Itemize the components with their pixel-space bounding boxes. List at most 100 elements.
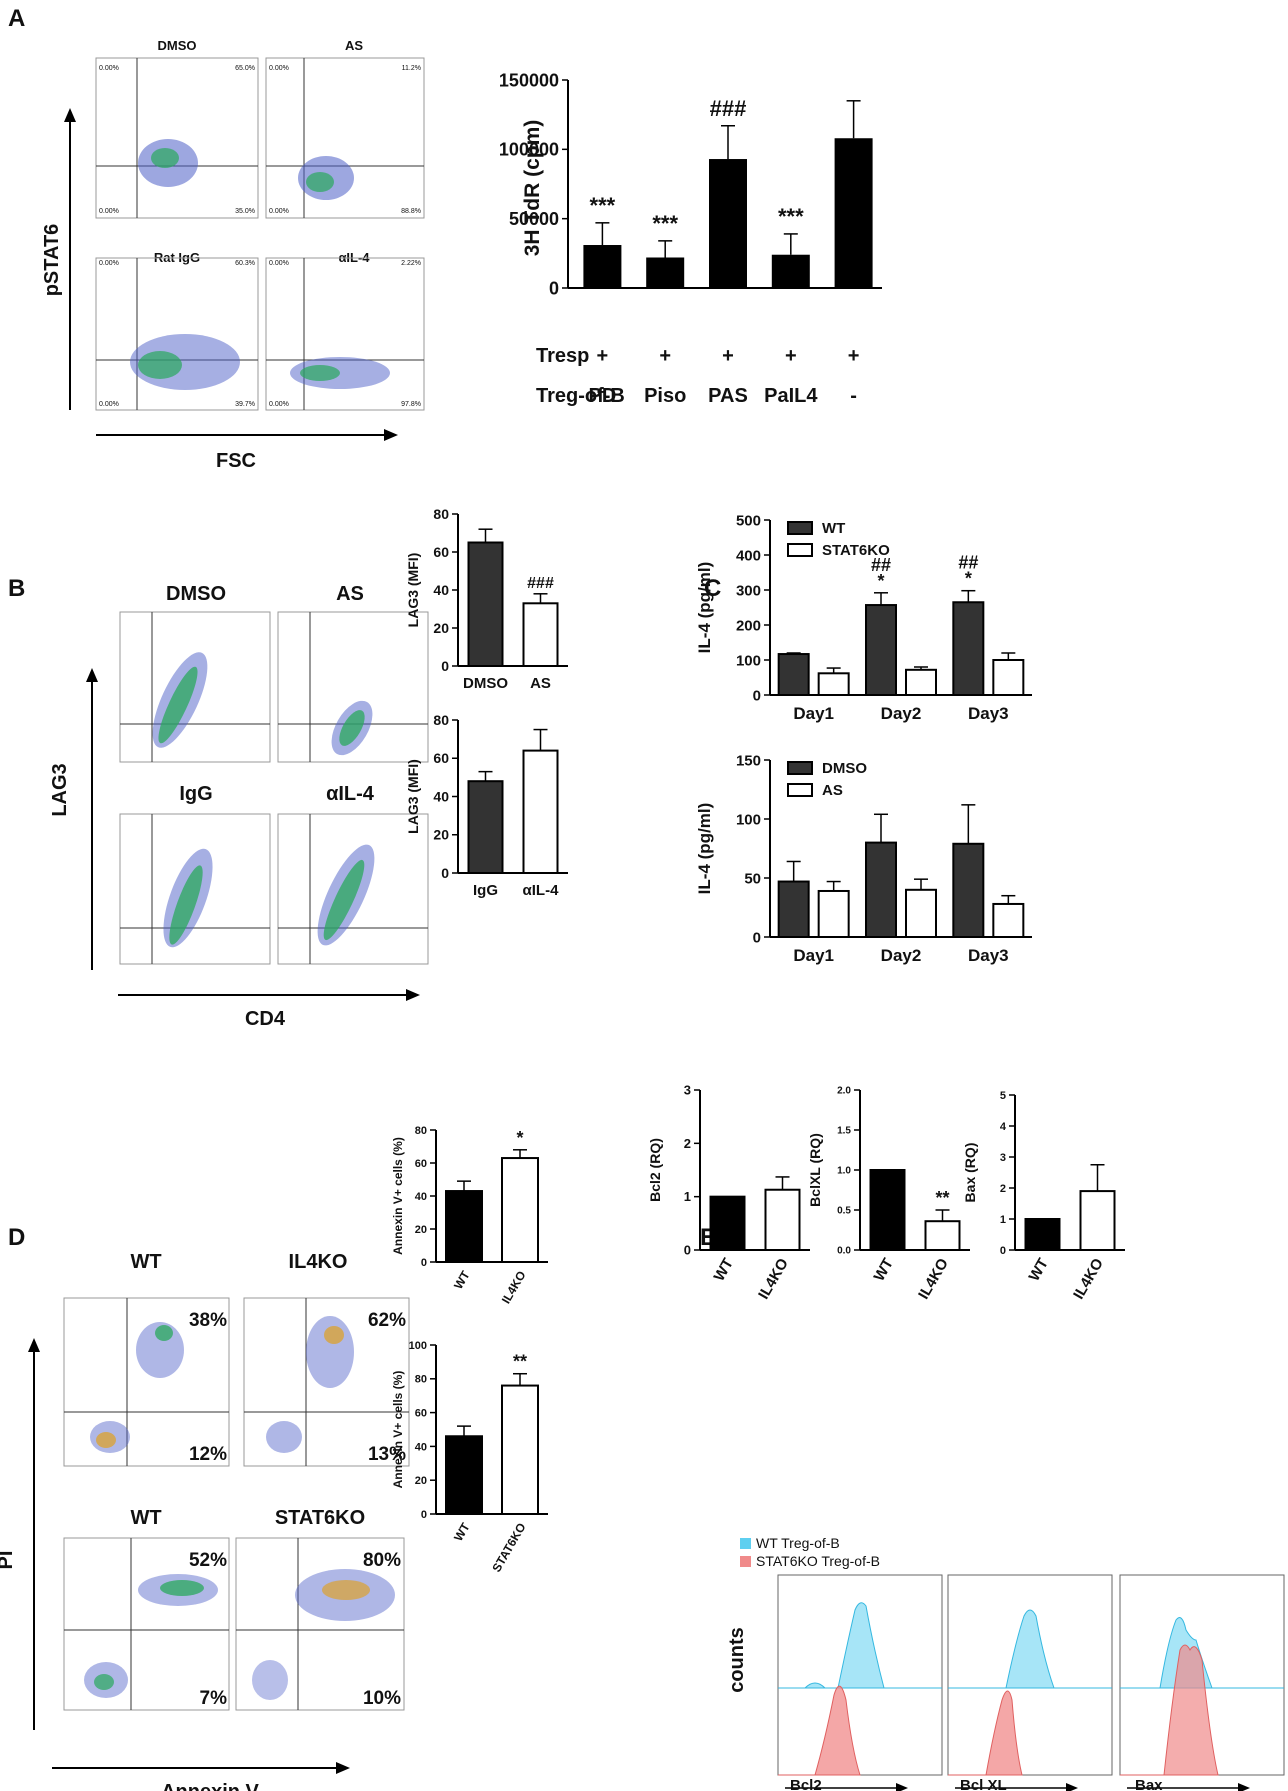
E1-ytick-label-3: 3 xyxy=(684,1083,691,1098)
C_top-legend-label-1: STAT6KO xyxy=(822,542,890,559)
E1-bar-1 xyxy=(764,1188,801,1251)
C_top-category-2: Day3 xyxy=(968,704,1009,723)
d-pct-2-ur: 62% xyxy=(368,1310,406,1331)
B_bottom-ytick-label-4: 80 xyxy=(433,712,449,728)
A_bar-category-1: Piso xyxy=(644,385,686,407)
A_bar-tresp-0: + xyxy=(597,345,609,367)
A_bar-bar-0 xyxy=(583,245,622,288)
b-flow-core-3 xyxy=(169,865,203,945)
a-flow-core-1 xyxy=(151,148,179,168)
C_top-ytick-label-4: 400 xyxy=(736,547,761,564)
C_bottom-ylabel: IL-4 (pg/ml) xyxy=(695,803,714,895)
d-flow-core-4a xyxy=(322,1580,370,1600)
panel-letter-d: D xyxy=(8,1224,25,1251)
b-flow-title-1: DMSO xyxy=(166,583,226,605)
C_top-ytick-label-2: 200 xyxy=(736,617,761,634)
C_top-sig-1-0: ## xyxy=(871,555,891,575)
B_bottom-bar-0 xyxy=(467,780,504,875)
d-flow-title-4: STAT6KO xyxy=(275,1507,365,1529)
E2-ytick-label-0: 0.0 xyxy=(837,1246,851,1257)
e-legend-label-wt: WT Treg-of-B xyxy=(756,1535,840,1551)
B_bottom-category-0: IgG xyxy=(473,882,498,899)
D_bottom-ytick-label-1: 20 xyxy=(415,1475,427,1487)
b-flow-title-2: AS xyxy=(336,583,364,605)
e-legend-label-stat6ko: STAT6KO Treg-of-B xyxy=(756,1553,880,1569)
C_top-sig-1-1: * xyxy=(877,571,884,591)
d-flow-core-3a xyxy=(160,1580,204,1596)
a-ylabel: pSTAT6 xyxy=(41,224,63,297)
C_bottom-s0-bar-2 xyxy=(952,842,985,939)
E3-ytick-label-3: 3 xyxy=(1000,1152,1006,1164)
C_bottom-category-0: Day1 xyxy=(793,946,834,965)
a-flow-box-4 xyxy=(265,257,425,411)
C_top-ytick-label-5: 500 xyxy=(736,512,761,529)
A_bar-bar-1 xyxy=(646,257,685,288)
d-yaxis-arrowhead xyxy=(28,1338,40,1352)
D_top-ytick-label-2: 40 xyxy=(415,1191,427,1203)
D_top-sig-1: * xyxy=(516,1128,523,1148)
A_bar-ylabel: 3H TdR (cpm) xyxy=(521,120,544,257)
a-flow-box-1 xyxy=(95,57,259,219)
C_top-sig-2-0: ## xyxy=(958,553,978,573)
e-hist-ko-3 xyxy=(1120,1644,1219,1776)
C_bottom-category-1: Day2 xyxy=(881,946,922,965)
a-xlabel: FSC xyxy=(216,450,256,472)
A_bar-ytick-label-3: 150000 xyxy=(499,70,559,90)
A_bar-ytick-label-2: 100000 xyxy=(499,140,559,160)
C_bottom-legend-swatch-0 xyxy=(787,761,813,775)
a-pct-3-lr: 39.7% xyxy=(235,401,255,408)
a-pct-4-lr: 97.8% xyxy=(401,401,421,408)
C_bottom-category-2: Day3 xyxy=(968,946,1009,965)
b-flow-title-4: αIL-4 xyxy=(326,783,375,805)
B_bottom-ytick-label-2: 40 xyxy=(433,788,449,804)
C_top-category-0: Day1 xyxy=(793,704,834,723)
A_bar-tresp-3: + xyxy=(785,345,797,367)
C_top-s1-bar-2 xyxy=(992,659,1025,696)
E3-bar-0 xyxy=(1024,1218,1061,1251)
B_top-ytick-label-0: 0 xyxy=(441,658,449,674)
b-flow-core-4 xyxy=(323,859,365,941)
e-hist-ko-2 xyxy=(948,1690,1023,1776)
A_bar-category-0: PD xyxy=(589,385,617,407)
A_bar-category-3: PaIL4 xyxy=(764,385,818,407)
b-flow-box-2 xyxy=(277,611,429,763)
E3-ytick-label-0: 0 xyxy=(1000,1245,1006,1257)
d-flow-core-1a xyxy=(155,1325,173,1341)
C_bottom-s1-bar-1 xyxy=(905,888,937,938)
a-pct-1-ur: 65.0% xyxy=(235,65,255,72)
panel-a-flow: pSTAT6 FSC DMSO 0.00% 65.0% 0.00% 35.0% … xyxy=(41,38,425,472)
B_top-category-1: AS xyxy=(530,675,551,692)
D_top-bar-1 xyxy=(501,1157,539,1264)
d-flow-title-2: IL4KO xyxy=(289,1251,348,1273)
C_top-category-1: Day2 xyxy=(881,704,922,723)
a-pct-2-lr: 88.8% xyxy=(401,208,421,215)
a-flow-box-3 xyxy=(95,257,259,411)
a-pct-4-ll: 0.00% xyxy=(269,401,289,408)
E3-ytick-label-1: 1 xyxy=(1000,1214,1006,1226)
d-pct-3-lr: 7% xyxy=(200,1688,228,1709)
a-pct-3-ll: 0.00% xyxy=(99,401,119,408)
e-hist-ylabel: counts xyxy=(726,1627,748,1693)
D_top-ytick-label-4: 80 xyxy=(415,1125,427,1137)
d-xaxis-arrowhead xyxy=(336,1762,350,1774)
e-hist-ko-1 xyxy=(778,1685,861,1776)
a-pct-3-ur: 60.3% xyxy=(235,260,255,267)
D_top-ytick-label-3: 60 xyxy=(415,1158,427,1170)
a-pct-2-ul: 0.00% xyxy=(269,65,289,72)
A_bar-sig-1: *** xyxy=(652,211,678,236)
e-hist-xlabel-2: Bcl XL xyxy=(960,1777,1007,1791)
D_bottom-bar-1 xyxy=(501,1384,539,1516)
b-flow-box-4 xyxy=(277,813,429,965)
E3-ytick-label-2: 2 xyxy=(1000,1183,1006,1195)
d-flow-title-1: WT xyxy=(130,1251,161,1273)
d-pct-4-ur: 80% xyxy=(363,1550,401,1571)
C_top-ytick-label-3: 300 xyxy=(736,582,761,599)
panel-letter-a: A xyxy=(8,5,25,32)
B_top-ylabel: LAG3 (MFI) xyxy=(405,553,421,628)
A_bar-tresp-4: + xyxy=(848,345,860,367)
C_bottom-s1-bar-2 xyxy=(992,902,1025,939)
A_bar-sig-0: *** xyxy=(590,193,616,218)
C_bottom-s1-bar-0 xyxy=(817,889,850,938)
a-flow-core-2 xyxy=(306,172,334,192)
